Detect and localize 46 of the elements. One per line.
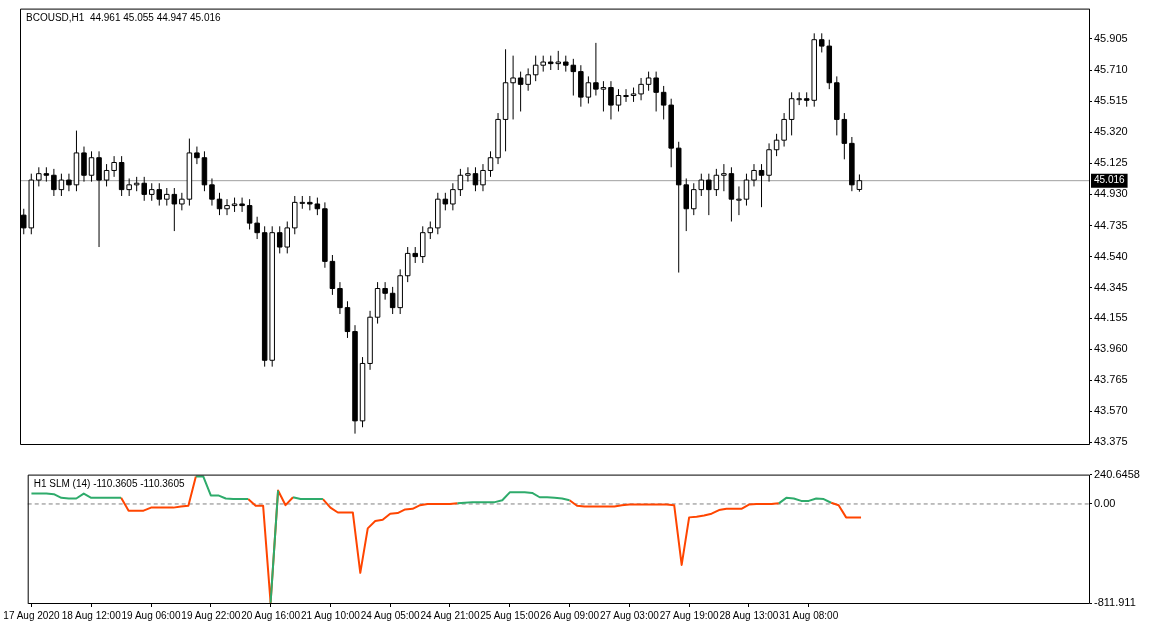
y-tick-label: 43.765 xyxy=(1094,373,1128,386)
chart-title: BCOUSD,H1 44.961 45.055 44.947 45.016 xyxy=(26,12,222,24)
y-tick-label: 43.570 xyxy=(1094,404,1128,417)
y-tick-label: 0.00 xyxy=(1094,496,1116,509)
x-tick-label: 26 Aug 09:00 xyxy=(540,609,600,621)
y-tick-label: 45.320 xyxy=(1094,125,1128,138)
y-tick-label: 45.710 xyxy=(1094,63,1128,76)
y-tick-label: 45.905 xyxy=(1094,31,1128,44)
x-tick-label: 27 Aug 19:00 xyxy=(659,609,720,621)
x-tick-label: 25 Aug 15:00 xyxy=(480,609,540,621)
x-tick-label: 20 Aug 16:00 xyxy=(241,609,301,621)
candlestick xyxy=(322,201,328,269)
y-tick-label: 45.125 xyxy=(1094,156,1128,169)
y-tick-label: 44.930 xyxy=(1094,187,1128,200)
ref-line-label: 45.016 xyxy=(1094,174,1126,186)
x-tick-label: 19 Aug 22:00 xyxy=(181,609,241,621)
x-tick-label: 19 Aug 06:00 xyxy=(121,609,181,621)
candlestick xyxy=(751,163,757,187)
y-tick-label: 44.155 xyxy=(1094,311,1128,324)
y-tick-label: 44.735 xyxy=(1094,218,1128,231)
candlestick xyxy=(608,80,614,120)
y-tick-label: 43.375 xyxy=(1094,435,1128,448)
candlestick xyxy=(81,146,87,183)
x-tick-label: 21 Aug 10:00 xyxy=(300,609,361,621)
candlestick xyxy=(766,142,772,183)
chart-title: H1 SLM (14) -110.3605 -110.3605 xyxy=(33,478,185,490)
y-tick-label: 43.960 xyxy=(1094,342,1128,355)
x-tick-label: 31 Aug 08:00 xyxy=(779,609,839,621)
x-tick-label: 28 Aug 13:00 xyxy=(719,609,779,621)
x-tick-label: 27 Aug 03:00 xyxy=(599,609,660,621)
y-tick-label: 45.515 xyxy=(1094,94,1128,107)
y-tick-label: 44.345 xyxy=(1094,280,1128,293)
y-tick-label: 44.540 xyxy=(1094,249,1128,262)
candlestick xyxy=(209,177,215,207)
x-tick-label: 24 Aug 21:00 xyxy=(420,609,480,621)
candlestick xyxy=(593,42,599,97)
x-tick-label: 18 Aug 12:00 xyxy=(61,609,122,621)
candlestick xyxy=(721,163,727,192)
candlestick xyxy=(382,281,388,301)
x-tick-label: 17 Aug 2020 xyxy=(3,609,60,621)
y-tick-label: -811.911 xyxy=(1094,596,1136,609)
candlestick xyxy=(96,150,102,248)
y-tick-label: 240.6458 xyxy=(1094,467,1140,480)
x-tick-label: 24 Aug 05:00 xyxy=(360,609,421,621)
candlestick xyxy=(111,155,117,178)
candlestick xyxy=(465,166,471,183)
